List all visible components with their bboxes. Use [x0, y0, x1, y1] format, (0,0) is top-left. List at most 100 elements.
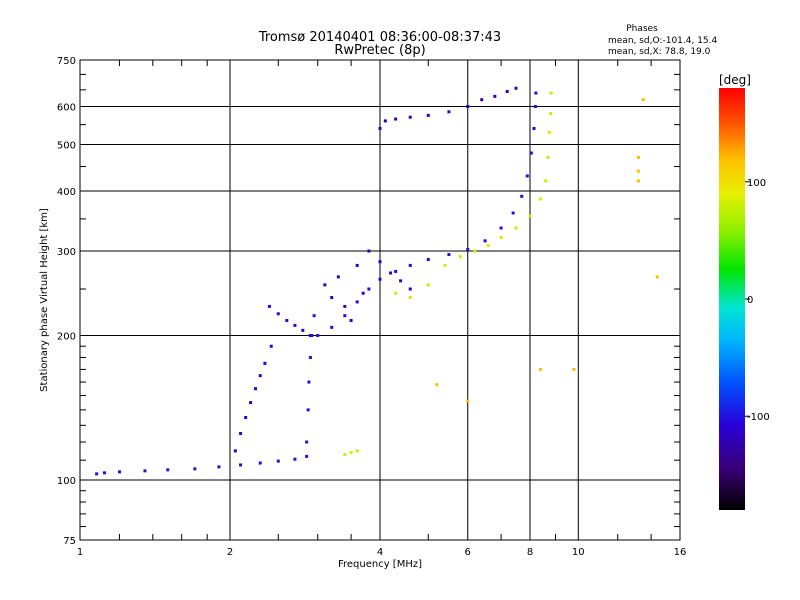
echo-point [528, 214, 532, 218]
echo-point [305, 454, 309, 458]
echo-point [330, 325, 334, 329]
echo-point [426, 113, 430, 117]
echo-point [103, 471, 107, 475]
echo-point [466, 399, 470, 403]
echo-point [511, 211, 515, 215]
data-points [95, 86, 659, 476]
stats-line-x: mean, sd,X: 78.8, 19.0 [608, 47, 711, 57]
echo-point [244, 415, 248, 419]
echo-point [636, 179, 640, 183]
colorbar-tick-label: 0 [747, 295, 753, 306]
echo-point [355, 263, 359, 267]
echo-point [316, 334, 320, 338]
echo-point [520, 194, 524, 198]
echo-point [435, 383, 439, 387]
echo-point [514, 86, 518, 90]
echo-point [408, 115, 412, 119]
x-tick-label: 2 [227, 547, 233, 558]
echo-point [269, 344, 273, 348]
stats-line-o: mean, sd,O:-101.4, 15.4 [608, 36, 718, 46]
echo-point [343, 314, 347, 318]
echo-point [355, 449, 359, 453]
echo-point [239, 432, 243, 436]
y-axis-label: Stationary phase Virtual Height [km] [39, 208, 50, 392]
x-tick-label: 1 [77, 547, 83, 558]
echo-point [480, 98, 484, 102]
x-tick-label: 6 [465, 547, 471, 558]
echo-point [239, 463, 243, 467]
y-tick-label: 500 [57, 141, 76, 152]
echo-point [306, 408, 310, 412]
echo-point [217, 465, 221, 469]
y-tick-label: 100 [57, 476, 76, 487]
echo-point [532, 126, 536, 130]
echo-point [539, 197, 543, 201]
echo-point [301, 328, 305, 332]
echo-point [267, 304, 271, 308]
echo-point [394, 291, 398, 295]
chart-title: Tromsø 20140401 08:36:00-08:37:43 [258, 30, 501, 45]
echo-point [95, 472, 99, 476]
echo-point [117, 470, 121, 474]
echo-point [253, 387, 257, 391]
echo-point [355, 300, 359, 304]
echo-point [549, 112, 553, 116]
echo-point [534, 91, 538, 95]
stats-heading: Phases [626, 24, 658, 34]
echo-point [166, 468, 170, 472]
echo-point [367, 249, 371, 253]
echo-point [493, 94, 497, 98]
x-tick-label: 10 [572, 547, 585, 558]
echo-point [641, 98, 645, 102]
echo-point [505, 89, 509, 93]
echo-point [293, 323, 297, 327]
echo-point [447, 110, 451, 114]
y-tick-label: 400 [57, 187, 76, 198]
grid [79, 59, 681, 541]
echo-point [258, 461, 262, 465]
y-tick-label: 600 [57, 103, 76, 114]
echo-point [499, 236, 503, 240]
echo-point [546, 155, 550, 159]
x-tick-label: 16 [674, 547, 687, 558]
echo-point [193, 467, 197, 471]
x-axis-label: Frequency [MHz] [338, 559, 422, 570]
echo-point [276, 459, 280, 463]
echo-point [486, 244, 490, 248]
echo-point [539, 367, 543, 371]
echo-point [263, 361, 267, 365]
echo-point [547, 130, 551, 134]
echo-point [549, 91, 553, 95]
echo-point [408, 296, 412, 300]
y-tick-label: 75 [63, 536, 76, 547]
echo-point [233, 449, 237, 453]
echo-point [399, 279, 403, 283]
echo-point [378, 260, 382, 264]
colorbar-ticks: 100 0 -100 [745, 178, 770, 423]
echo-point [336, 275, 340, 279]
y-tick-label: 200 [57, 332, 76, 343]
echo-point [394, 269, 398, 273]
y-tick-label: 300 [57, 247, 76, 258]
echo-point [443, 263, 447, 267]
echo-point [143, 469, 147, 473]
echo-point [349, 451, 353, 455]
echo-point [378, 277, 382, 281]
echo-point [408, 287, 412, 291]
plot-frame [79, 59, 681, 541]
echo-point [394, 117, 398, 121]
x-tick-label: 4 [377, 547, 383, 558]
echo-point [544, 179, 548, 183]
echo-point [310, 334, 314, 338]
colorbar-tick-label: -100 [747, 412, 770, 423]
echo-point [655, 275, 659, 279]
echo-point [426, 258, 430, 262]
colorbar-tick-label: 100 [747, 178, 766, 189]
echo-point [308, 355, 312, 359]
echo-point [276, 312, 280, 316]
echo-point [458, 255, 462, 259]
chart-subtitle: RwPretec (8p) [334, 43, 425, 58]
colorbar-label: [deg] [719, 73, 751, 87]
echo-point [349, 318, 353, 322]
echo-point [499, 226, 503, 230]
